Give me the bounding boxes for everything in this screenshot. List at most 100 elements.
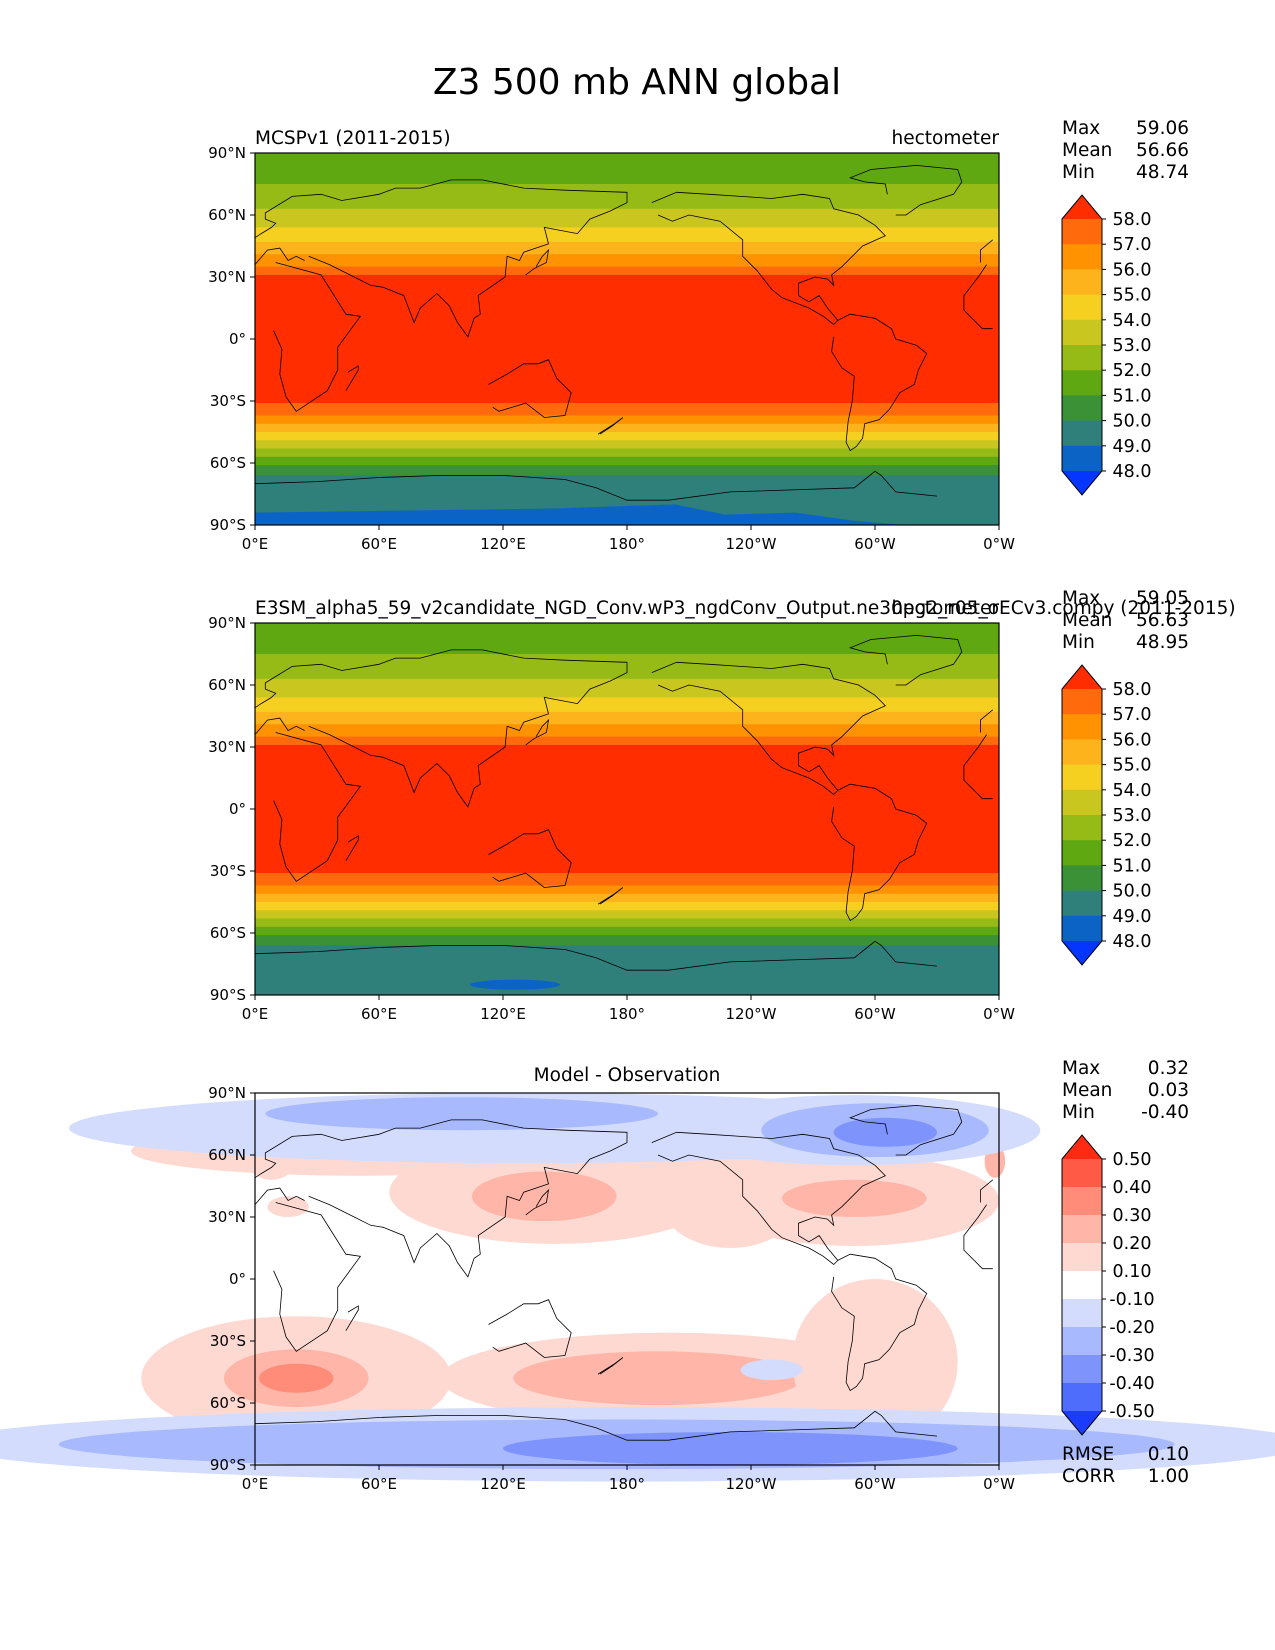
stat-label: Max <box>1062 118 1100 139</box>
colorbar-label: 50.0 <box>1113 882 1152 902</box>
colorbar-swatch <box>1062 1215 1102 1244</box>
coastline-segment <box>488 1299 572 1358</box>
field-band <box>255 902 999 911</box>
field-anomaly <box>782 1179 927 1217</box>
colorbar-swatch <box>1062 890 1102 917</box>
colorbar-swatch <box>1062 1327 1102 1356</box>
lon-tick-label: 120°W <box>726 1475 777 1493</box>
colorbar-label: 0.40 <box>1113 1178 1152 1198</box>
lon-tick-label: 0°W <box>983 535 1015 553</box>
field-band <box>255 697 999 713</box>
figure-title: Z3 500 mb ANN global <box>433 62 841 103</box>
field-band <box>255 423 999 433</box>
stat-label: Min <box>1062 1102 1095 1123</box>
lat-tick-label: 0° <box>229 1270 246 1288</box>
lon-tick-label: 120°E <box>480 535 526 553</box>
field-anomaly <box>833 1117 937 1147</box>
coastline-segment <box>525 248 550 276</box>
stat-value: 56.66 <box>1136 140 1189 161</box>
lon-tick-label: 0°E <box>242 1005 269 1023</box>
colorbar-label: 52.0 <box>1113 831 1152 851</box>
field-band <box>255 456 999 466</box>
coastline-segment <box>831 783 928 922</box>
lon-tick-label: 120°E <box>480 1475 526 1493</box>
colorbar-label: 0.20 <box>1113 1234 1152 1254</box>
lat-tick-label: 30°S <box>210 1332 246 1350</box>
colorbar-extend-high <box>1062 1135 1102 1159</box>
colorbar-label: -0.40 <box>1109 1374 1154 1394</box>
coastline-segment <box>651 1131 886 1266</box>
colorbar-label: 49.0 <box>1113 437 1152 457</box>
colorbar-label: -0.20 <box>1109 1318 1154 1338</box>
field-band <box>255 227 999 243</box>
coastline-segment <box>273 262 993 412</box>
panel-left-title: E3SM_alpha5_59_v2candidate_NGD_Conv.wP3_… <box>255 598 1236 619</box>
lon-tick-label: 120°W <box>726 535 777 553</box>
colorbar-extend-low <box>1062 1411 1102 1435</box>
coastline-segment <box>345 835 359 861</box>
coastline-segment <box>831 313 928 452</box>
colorbar-label: 56.0 <box>1113 260 1152 280</box>
coastlines-2 <box>254 1104 994 1465</box>
field-2 <box>0 1093 1275 1482</box>
colorbar-extend-low <box>1062 471 1102 495</box>
colorbar-swatch <box>1062 865 1102 892</box>
lat-tick-label: 60°S <box>210 924 246 942</box>
field-anomaly <box>472 1171 617 1222</box>
colorbar-label: 55.0 <box>1113 286 1152 306</box>
colorbar-swatch <box>1062 689 1102 715</box>
lat-tick-label: 30°N <box>208 1208 246 1226</box>
field-band <box>255 744 999 874</box>
colorbar-label: 56.0 <box>1113 730 1152 750</box>
field-band <box>255 873 999 886</box>
field-band <box>255 448 999 458</box>
colorbar-swatch <box>1062 1159 1102 1188</box>
colorbar-swatch <box>1062 1383 1102 1412</box>
colorbar-swatch <box>1062 789 1102 816</box>
lat-tick-label: 30°S <box>210 392 246 410</box>
coastline-segment <box>525 1188 550 1216</box>
rmse-label: RMSE <box>1062 1444 1114 1465</box>
colorbar-swatch <box>1062 714 1102 740</box>
lat-tick-label: 90°N <box>208 144 246 162</box>
field-band <box>255 153 999 185</box>
lat-tick-label: 60°S <box>210 454 246 472</box>
lat-tick-label: 30°S <box>210 862 246 880</box>
lat-tick-label: 90°N <box>208 614 246 632</box>
colorbar-swatch <box>1062 739 1102 766</box>
lon-tick-label: 0°W <box>983 1475 1015 1493</box>
colorbar-label: 52.0 <box>1113 361 1152 381</box>
coastline-segment <box>273 732 993 882</box>
stat-value: 48.74 <box>1136 162 1189 183</box>
field-0 <box>255 153 999 526</box>
colorbar-label: 54.0 <box>1113 781 1152 801</box>
field-band <box>255 241 999 255</box>
colorbar-label: 53.0 <box>1113 336 1152 356</box>
lon-tick-label: 180° <box>609 1005 645 1023</box>
panel-right-title: hectometer <box>892 128 1000 149</box>
stat-label: Min <box>1062 162 1095 183</box>
colorbar-label: 0.10 <box>1113 1262 1152 1282</box>
colorbar-label: -0.10 <box>1109 1290 1154 1310</box>
colorbar-extend-high <box>1062 195 1102 219</box>
stat-value: 56.63 <box>1136 610 1189 631</box>
stat-value: 0.03 <box>1148 1080 1189 1101</box>
lon-tick-label: 60°E <box>361 1475 397 1493</box>
stat-label: Min <box>1062 632 1095 653</box>
colorbar-label: 58.0 <box>1113 210 1152 230</box>
colorbar-label: 55.0 <box>1113 756 1152 776</box>
field-band <box>255 432 999 441</box>
colorbar-swatch <box>1062 319 1102 346</box>
lon-tick-label: 120°W <box>726 1005 777 1023</box>
colorbar-swatch <box>1062 764 1102 791</box>
stat-value: 59.05 <box>1136 588 1189 609</box>
field-anomaly <box>792 1279 958 1445</box>
field-band <box>255 623 999 655</box>
colorbar-label: 49.0 <box>1113 907 1152 927</box>
stat-label: Mean <box>1062 1080 1112 1101</box>
field-band <box>255 440 999 450</box>
stat-label: Mean <box>1062 140 1112 161</box>
coastline-segment <box>488 829 572 888</box>
colorbar-swatch <box>1062 1299 1102 1328</box>
lon-tick-label: 0°E <box>242 535 269 553</box>
